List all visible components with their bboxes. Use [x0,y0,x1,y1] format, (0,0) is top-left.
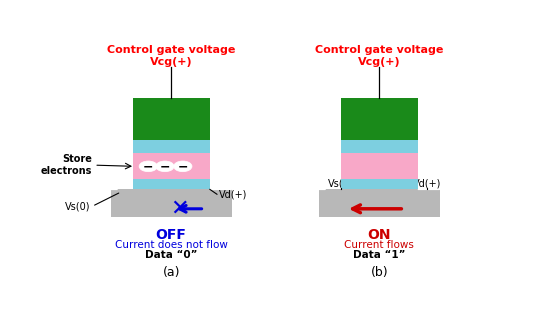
Polygon shape [319,180,341,189]
Bar [133,140,210,153]
Bar [111,189,231,217]
Text: Control gate voltage
Vcg(+): Control gate voltage Vcg(+) [107,45,235,67]
Text: OFF: OFF [156,228,186,242]
Text: Control gate voltage
Vcg(+): Control gate voltage Vcg(+) [315,45,444,67]
Text: Store
electrons: Store electrons [41,154,92,176]
Text: ON: ON [367,228,391,242]
Bar [341,98,418,141]
Text: Vd(+): Vd(+) [219,189,248,199]
Text: ✕: ✕ [170,199,189,219]
Bar [341,189,418,200]
Bar [133,152,210,180]
Text: Data “0”: Data “0” [145,250,198,260]
Text: Vd(+): Vd(+) [413,178,441,188]
Circle shape [139,161,157,172]
Text: −: − [178,161,188,174]
Circle shape [156,161,174,172]
Text: Current flows: Current flows [344,240,414,249]
Text: Current does not flow: Current does not flow [115,240,228,249]
Bar [133,179,210,189]
Text: (a): (a) [162,266,180,279]
Bar [133,189,210,200]
Bar [341,152,418,180]
Text: Vs(0): Vs(0) [328,178,354,188]
Polygon shape [210,180,231,189]
Bar [319,189,440,217]
Polygon shape [418,180,440,189]
Text: −: − [143,161,154,174]
Bar [341,140,418,153]
Circle shape [173,161,192,172]
Text: Vs(0): Vs(0) [64,201,90,211]
Text: (b): (b) [371,266,388,279]
Bar [133,98,210,141]
Polygon shape [111,180,133,189]
Bar [341,179,418,189]
Text: −: − [159,161,170,174]
Text: Data “1”: Data “1” [353,250,405,260]
